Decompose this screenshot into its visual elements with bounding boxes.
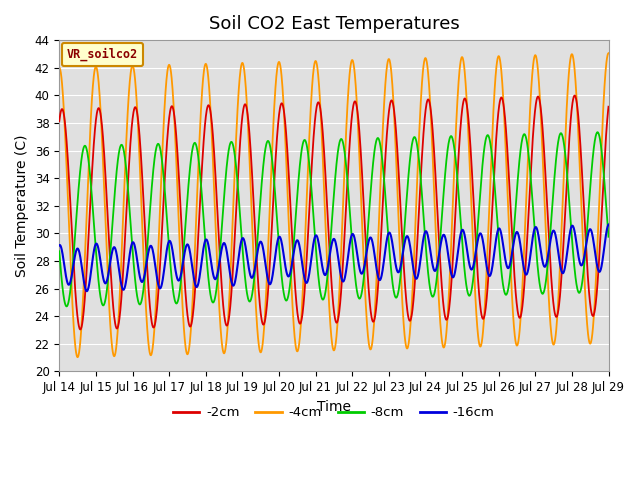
-4cm <box>87 112 95 118</box>
-16cm <box>605 222 612 228</box>
-4cm <box>173 171 180 177</box>
-4cm <box>74 354 81 360</box>
-8cm <box>87 183 95 189</box>
-8cm <box>261 148 269 154</box>
-8cm <box>594 129 602 135</box>
-2cm <box>431 155 438 161</box>
-2cm <box>87 187 95 193</box>
-4cm <box>605 50 612 56</box>
-16cm <box>280 252 287 258</box>
-16cm <box>83 288 91 294</box>
-2cm <box>605 104 612 109</box>
Line: -2cm: -2cm <box>60 96 609 329</box>
Line: -16cm: -16cm <box>60 225 609 291</box>
-2cm <box>77 326 84 332</box>
Legend: -2cm, -4cm, -8cm, -16cm: -2cm, -4cm, -8cm, -16cm <box>168 401 500 424</box>
-4cm <box>261 310 269 316</box>
X-axis label: Time: Time <box>317 400 351 414</box>
-8cm <box>63 303 70 309</box>
-4cm <box>280 104 287 109</box>
-8cm <box>605 234 612 240</box>
Line: -8cm: -8cm <box>60 132 609 306</box>
-2cm <box>571 93 579 98</box>
-2cm <box>173 141 180 146</box>
-8cm <box>283 298 291 303</box>
-16cm <box>56 242 63 248</box>
Title: Soil CO2 East Temperatures: Soil CO2 East Temperatures <box>209 15 460 33</box>
-16cm <box>431 268 438 274</box>
Y-axis label: Soil Temperature (C): Soil Temperature (C) <box>15 134 29 277</box>
-16cm <box>283 269 291 275</box>
-8cm <box>56 248 63 254</box>
-8cm <box>280 290 287 296</box>
-16cm <box>87 269 95 275</box>
-16cm <box>173 274 180 280</box>
Line: -4cm: -4cm <box>60 53 609 357</box>
-16cm <box>261 258 269 264</box>
-2cm <box>283 134 291 140</box>
-4cm <box>56 65 63 71</box>
-2cm <box>261 317 269 323</box>
-8cm <box>173 300 180 306</box>
-4cm <box>431 197 438 203</box>
-4cm <box>283 162 291 168</box>
-8cm <box>431 290 438 296</box>
-2cm <box>56 118 63 124</box>
-2cm <box>280 107 287 112</box>
